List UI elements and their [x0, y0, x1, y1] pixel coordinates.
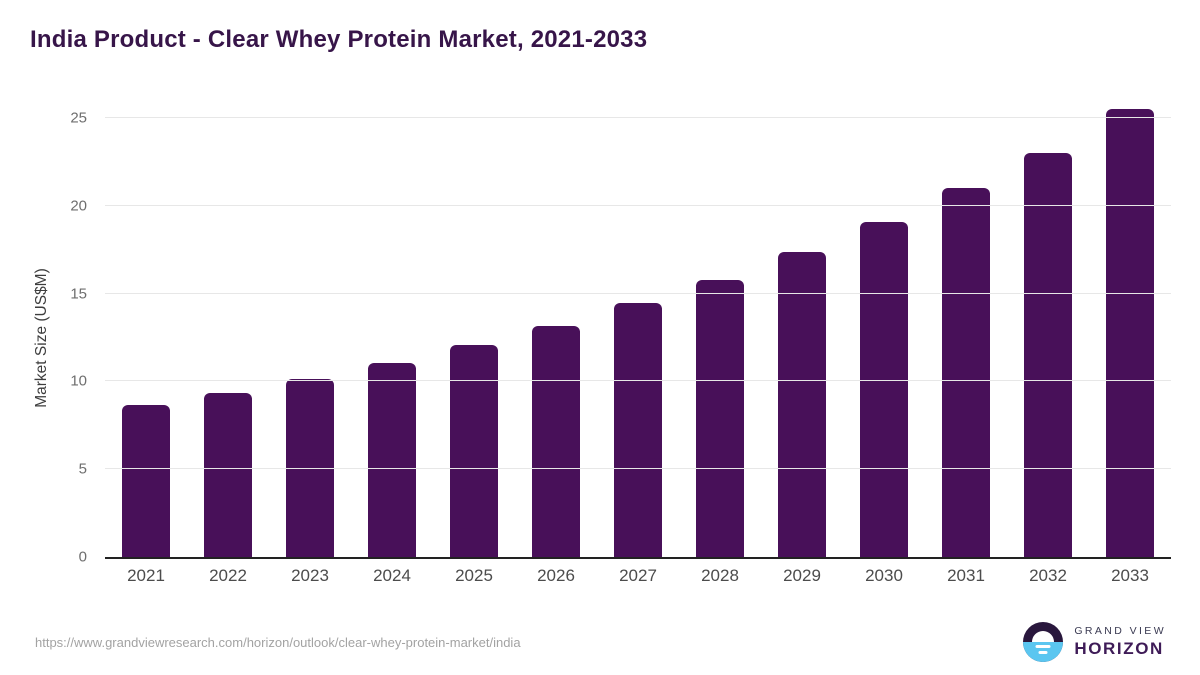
gridline-20 [105, 204, 1171, 206]
bar-slot-2026 [515, 118, 597, 557]
bar-2032 [1024, 153, 1072, 557]
grand-view-horizon-logo: GRAND VIEW HORIZON [1023, 622, 1166, 662]
x-tick-2025: 2025 [455, 566, 493, 585]
y-axis-title: Market Size (US$M) [33, 267, 50, 408]
x-tick-2027: 2027 [619, 566, 657, 585]
bar-2026 [532, 325, 580, 557]
bar-series [105, 108, 1171, 557]
bar-slot-2032 [1007, 118, 1089, 557]
bar-slot-2024 [351, 118, 433, 557]
bar-2030 [860, 221, 908, 557]
bar-slot-2029 [761, 118, 843, 557]
bar-2029 [778, 251, 826, 557]
bar-2025 [450, 345, 498, 557]
y-tick-10: 10 [70, 372, 87, 390]
y-tick-20: 20 [70, 197, 87, 215]
bar-2024 [368, 362, 416, 557]
x-tick-2026: 2026 [537, 566, 575, 585]
bar-2027 [614, 302, 662, 557]
bar-slot-2022 [187, 118, 269, 557]
x-tick-2032: 2032 [1029, 566, 1067, 585]
horizon-sun-icon [1023, 622, 1064, 662]
bar-2021 [122, 405, 170, 557]
bar-slot-2028 [679, 118, 761, 557]
x-tick-2022: 2022 [209, 566, 247, 585]
source-url: https://www.grandviewresearch.com/horizo… [35, 634, 521, 650]
x-axis-labels: 2021 2022 2023 2024 2025 2026 2027 2028 2029 2030… [105, 566, 1171, 586]
x-tick-2030: 2030 [865, 566, 903, 585]
bar-slot-2031 [925, 118, 1007, 557]
x-tick-2031: 2031 [947, 566, 985, 585]
footer: https://www.grandviewresearch.com/horizo… [35, 622, 1166, 662]
gridline-5 [105, 468, 1171, 470]
bar-slot-2033 [1089, 108, 1171, 557]
page-title: India Product - Clear Whey Protein Marke… [30, 26, 648, 53]
x-tick-2033: 2033 [1111, 566, 1149, 585]
bar-slot-2025 [433, 118, 515, 557]
bar-2022 [204, 392, 252, 557]
logo-text: GRAND VIEW HORIZON [1074, 625, 1166, 659]
bar-2023 [286, 378, 334, 557]
logo-horizon-label: HORIZON [1074, 639, 1164, 658]
logo-grand-view-label: GRAND VIEW [1074, 625, 1166, 637]
x-tick-2021: 2021 [127, 566, 165, 585]
gridline-25 [105, 117, 1171, 118]
y-tick-15: 15 [70, 285, 87, 303]
bar-slot-2023 [269, 118, 351, 557]
bar-slot-2021 [105, 118, 187, 557]
x-tick-2023: 2023 [291, 566, 329, 585]
x-tick-2024: 2024 [373, 566, 411, 585]
bar-2028 [696, 280, 744, 557]
x-tick-2028: 2028 [701, 566, 739, 585]
bar-2031 [942, 188, 990, 557]
y-tick-5: 5 [78, 460, 87, 478]
gridline-15 [105, 292, 1171, 294]
y-tick-0: 0 [78, 548, 87, 566]
bar-slot-2027 [597, 118, 679, 557]
bar-2033 [1106, 108, 1154, 557]
x-tick-2029: 2029 [783, 566, 821, 585]
bar-slot-2030 [843, 118, 925, 557]
y-tick-25: 25 [70, 109, 87, 127]
gridline-10 [105, 380, 1171, 382]
plot-area: Market Size (US$M) 0 5 10 15 20 25 [33, 108, 1171, 566]
